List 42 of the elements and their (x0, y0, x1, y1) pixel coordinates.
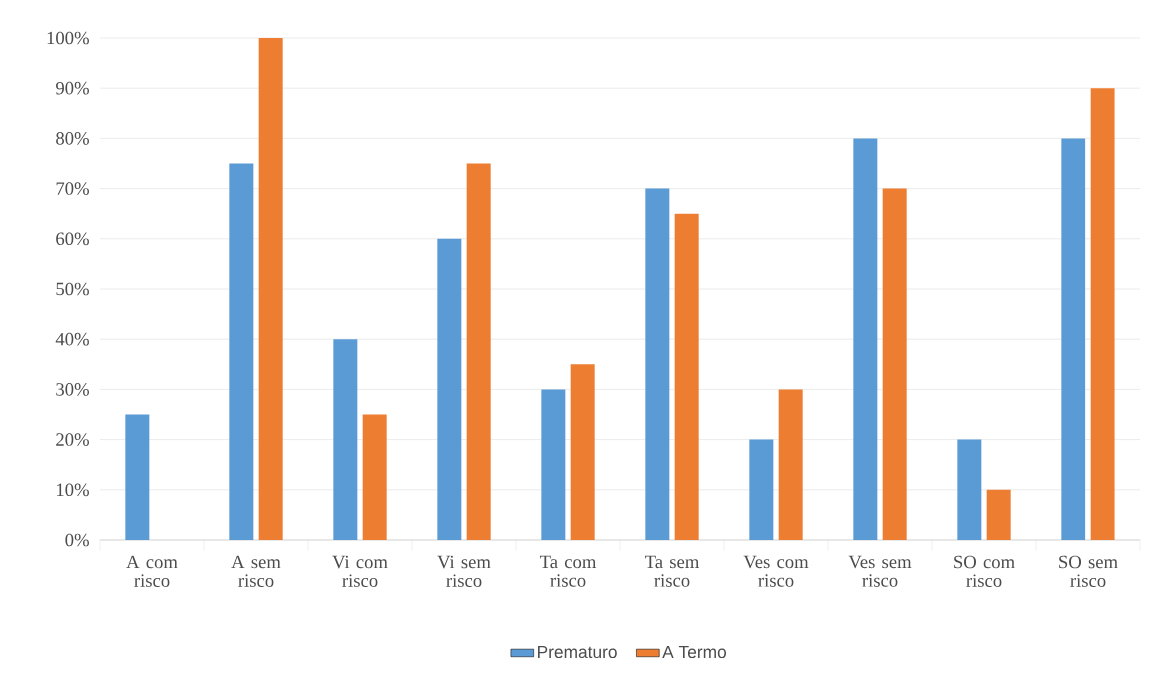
bar (1061, 138, 1086, 540)
x-tick-label: Vi com risco (332, 555, 388, 587)
bar (437, 238, 462, 540)
x-tick-label: Vi sem risco (437, 555, 491, 587)
y-tick-label: 60% (56, 232, 89, 246)
bar (1090, 88, 1115, 540)
bar (541, 389, 566, 540)
bar (362, 414, 387, 540)
y-tick-label: 50% (56, 282, 89, 296)
bar (125, 414, 150, 540)
y-tick-label: 80% (56, 132, 89, 145)
x-tick-label: A sem risco (231, 555, 281, 587)
y-tick-label: 30% (56, 383, 89, 396)
x-tick-label: SO com risco (954, 555, 1015, 587)
y-tick-label: 90% (55, 81, 89, 95)
bar (333, 339, 358, 540)
x-tick-label: SO sem risco (1059, 555, 1118, 587)
bar (229, 163, 254, 540)
bar (674, 213, 699, 540)
x-tick-label: A com risco (126, 555, 178, 587)
y-tick-label: 100% (47, 31, 89, 45)
bar (853, 138, 878, 540)
x-tick-label: Ves com risco (743, 555, 809, 587)
bar (882, 188, 907, 540)
y-tick-label: 40% (55, 332, 89, 346)
bar (466, 163, 491, 540)
legend-label: Prematuro (538, 646, 617, 659)
bar (749, 439, 774, 540)
y-tick-label: 70% (56, 182, 89, 195)
bar (570, 364, 595, 540)
x-tick-label: Ta com risco (539, 555, 597, 587)
bar (957, 439, 982, 540)
x-tick-label: Ves sem risco (848, 555, 912, 587)
y-tick-label: 0% (65, 533, 89, 547)
legend-label: A Termo (662, 646, 726, 659)
y-tick-label: 20% (56, 433, 89, 446)
y-tick-label: 10% (57, 483, 89, 497)
x-tick-label: Ta sem risco (645, 555, 700, 587)
bar (778, 389, 803, 540)
bar (258, 38, 283, 540)
bar (645, 188, 670, 540)
bar (986, 489, 1011, 540)
